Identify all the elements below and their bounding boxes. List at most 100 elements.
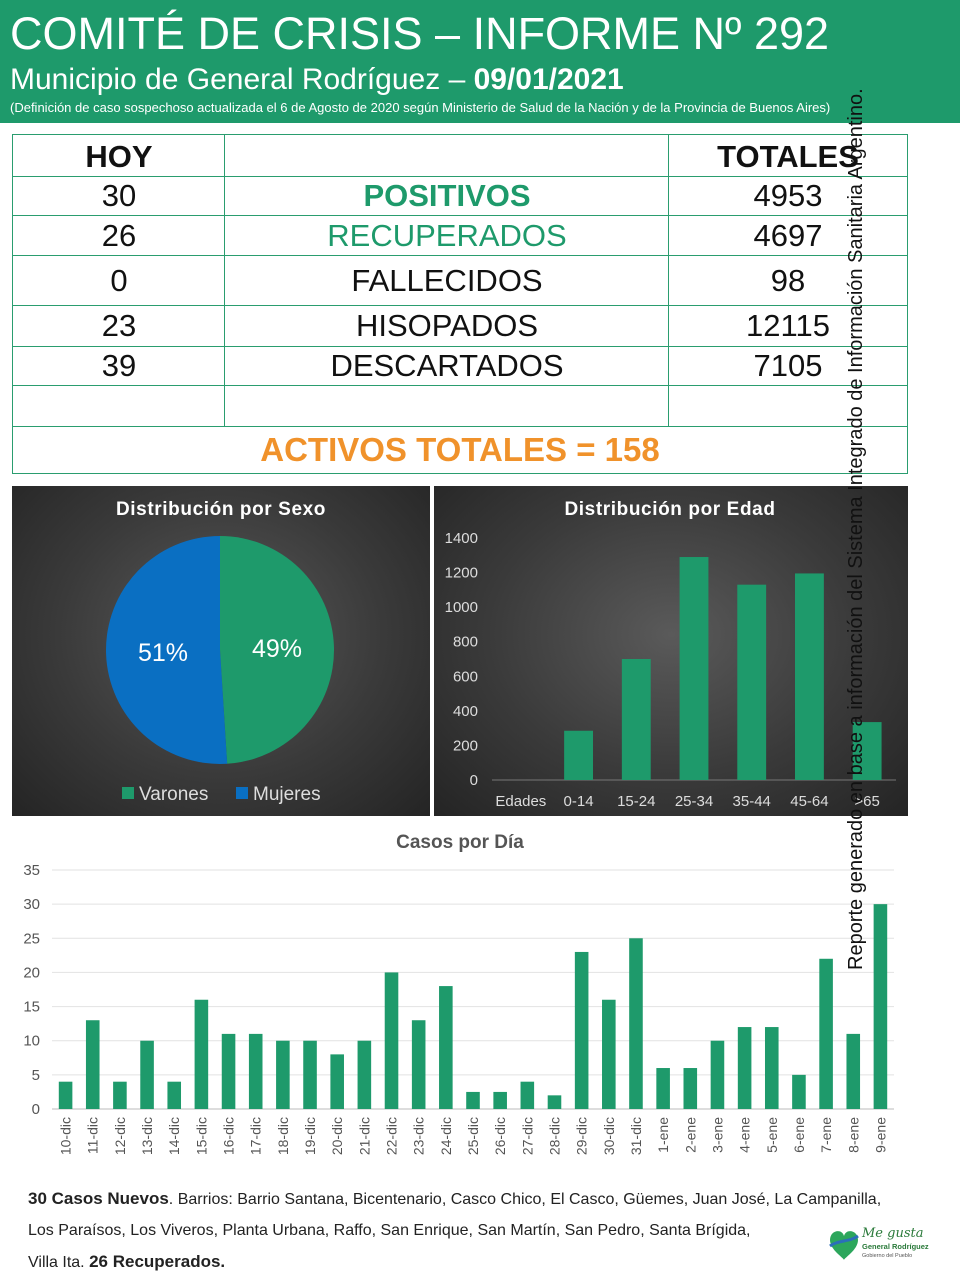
daily-date-label: 15-dic [193, 1117, 209, 1155]
me-gusta-logo: Me gusta General Rodríguez Gobierno del … [829, 1226, 929, 1260]
recuperados-label: RECUPERADOS [327, 218, 567, 253]
daily-date-label: 14-dic [166, 1117, 182, 1155]
age-bar-15-24 [621, 659, 651, 780]
daily-ytick: 5 [32, 1067, 40, 1084]
age-bar-chart: Distribución por Edad 0 200 400 600 800 1000 12… [445, 499, 896, 810]
pie-title: Distribución por Sexo [116, 499, 326, 520]
age-ytick: 600 [453, 668, 478, 685]
hisopados-label: HISOPADOS [355, 308, 539, 343]
daily-title: Casos por Día [396, 832, 524, 853]
daily-bar-7-ene [819, 958, 833, 1109]
daily-date-label: 8-ene [845, 1117, 861, 1153]
daily-bar-9-ene [873, 904, 888, 1109]
age-ytick: 1200 [445, 565, 478, 582]
daily-date-label: 13-dic [139, 1117, 155, 1155]
daily-date-label: 30-dic [601, 1117, 617, 1155]
daily-bar-31-dic [629, 938, 643, 1109]
recuperados-total: 4697 [753, 218, 823, 253]
sex-distribution-panel: Distribución por Sexo 49% 51% Varones Mujere… [12, 486, 430, 816]
daily-ytick: 10 [23, 1033, 40, 1050]
positivos-hoy: 30 [101, 178, 137, 213]
daily-bar-25-dic [466, 1091, 480, 1109]
descartados-total: 7105 [753, 348, 823, 383]
daily-bar-10-dic [58, 1081, 73, 1109]
report-subtitle: Municipio de General Rodríguez – 09/01/2… [10, 62, 624, 98]
daily-date-label: 4-ene [737, 1117, 753, 1153]
barrios-list-2: Los Paraísos, Los Viveros, Planta Urbana… [28, 1222, 751, 1239]
daily-bar-24-dic [439, 986, 453, 1109]
daily-date-label: 26-dic [492, 1117, 508, 1155]
daily-date-label: 31-dic [628, 1117, 644, 1155]
daily-bar-1-ene [656, 1068, 670, 1109]
daily-bar-28-dic [547, 1095, 562, 1109]
source-note: Reporte generado en base a información d… [845, 88, 867, 970]
footer-line-1: 30 Casos Nuevos. Barrios: Barrio Santana… [28, 1183, 908, 1215]
daily-date-label: 5-ene [764, 1117, 780, 1153]
logo-line-1: Me gusta [861, 1226, 923, 1241]
report-title: COMITÉ DE CRISIS – INFORME Nº 292 [10, 8, 830, 59]
sex-pie-chart: Distribución por Sexo 49% 51% Varones Mujere… [106, 499, 335, 805]
daily-date-label: 27-dic [519, 1117, 535, 1155]
daily-date-label: 18-dic [275, 1117, 291, 1155]
logo-line-2: General Rodríguez [862, 1242, 929, 1251]
daily-date-label: 11-dic [85, 1117, 101, 1154]
daily-date-label: 23-dic [411, 1117, 427, 1155]
daily-bar-5-ene [764, 1027, 779, 1109]
age-category-label: 25-34 [675, 793, 713, 810]
daily-date-label: 29-dic [574, 1117, 590, 1155]
report-date: 09/01/2021 [473, 63, 624, 96]
age-ytick: 0 [470, 772, 478, 789]
age-ytick: 1000 [445, 599, 478, 616]
fallecidos-label: FALLECIDOS [351, 263, 543, 298]
daily-date-label: 6-ene [791, 1117, 807, 1153]
daily-bar-18-dic [276, 1040, 290, 1109]
daily-ytick: 20 [23, 964, 40, 981]
daily-bar-15-dic [194, 999, 209, 1109]
daily-date-label: 2-ene [682, 1117, 698, 1153]
daily-bar-20-dic [330, 1054, 344, 1109]
fallecidos-total: 98 [770, 263, 806, 298]
heart-icon [830, 1231, 858, 1260]
daily-bar-4-ene [737, 1027, 752, 1109]
daily-bar-16-dic [221, 1033, 236, 1109]
daily-date-label: 19-dic [302, 1117, 318, 1155]
report-header: COMITÉ DE CRISIS – INFORME Nº 292 Munici… [0, 0, 960, 123]
daily-bar-30-dic [602, 999, 616, 1109]
daily-date-label: 10-dic [58, 1117, 74, 1155]
age-category-label: 0-14 [564, 793, 594, 810]
age-ytick: 200 [453, 737, 478, 754]
daily-date-label: 7-ene [818, 1117, 834, 1153]
age-title: Distribución por Edad [564, 499, 775, 520]
daily-bar-17-dic [248, 1033, 263, 1109]
daily-bar-11-dic [85, 1020, 100, 1109]
daily-cases-chart: Casos por Día 0 5 10 15 20 25 30 35 10-dic 11-dic 1… [23, 832, 894, 1155]
recuperados-hoy: 26 [101, 218, 137, 253]
age-ytick: 400 [453, 703, 478, 720]
daily-date-label: 24-dic [438, 1117, 454, 1155]
pie-label-mujeres: 51% [138, 639, 188, 667]
age-bar-45-64 [795, 573, 824, 780]
daily-date-label: 21-dic [356, 1117, 372, 1155]
footer-line-3: Villa Ita. 26 Recuperados. [28, 1246, 908, 1278]
daily-bar-13-dic [140, 1040, 154, 1109]
barrios-list-3: Villa Ita. [28, 1254, 90, 1271]
activos-totales: ACTIVOS TOTALES = 158 [260, 431, 660, 468]
age-category-label: >65 [854, 793, 879, 810]
legend-label-varones: Varones [139, 784, 208, 805]
age-category-label: 15-24 [617, 793, 655, 810]
pie-slice-varones [220, 536, 335, 764]
daily-bar-27-dic [520, 1081, 535, 1109]
daily-date-label: 28-dic [546, 1117, 562, 1155]
daily-bar-21-dic [357, 1040, 372, 1109]
daily-bar-12-dic [113, 1081, 127, 1109]
hoy-header: HOY [85, 139, 153, 174]
footer-summary: 30 Casos Nuevos. Barrios: Barrio Santana… [28, 1183, 908, 1278]
daily-ytick: 25 [23, 930, 40, 947]
daily-bar-14-dic [167, 1081, 182, 1109]
daily-date-label: 25-dic [465, 1117, 481, 1155]
positivos-total: 4953 [753, 178, 823, 213]
logo-line-3: Gobierno del Pueblo [862, 1253, 912, 1259]
age-category-label: 35-44 [733, 793, 771, 810]
age-bar-0-14 [564, 730, 593, 780]
legend-swatch-mujeres [236, 787, 248, 799]
